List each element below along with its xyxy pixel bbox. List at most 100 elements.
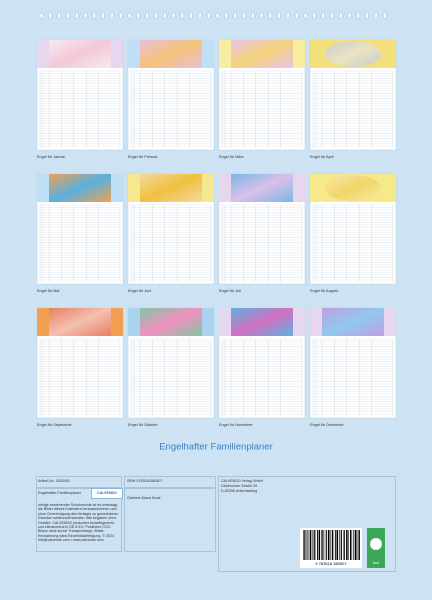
info-box [218, 476, 396, 572]
month-caption: Engel für Oktober [128, 423, 158, 427]
barcode-bar [348, 530, 349, 560]
binding-hole [277, 12, 281, 19]
image [231, 308, 293, 336]
page-title: Engelhafter Familienplaner [159, 442, 273, 453]
binding-hole [233, 12, 237, 19]
publisher-line: Ottobrunner Straße 39 [221, 484, 257, 488]
binding-hole [347, 12, 352, 19]
binding-hole [303, 12, 308, 19]
binding-hole [189, 12, 193, 19]
info-box [36, 476, 122, 488]
binding-hole [74, 12, 79, 19]
binding-hole [383, 12, 387, 19]
month-caption: Engel für Juli [219, 289, 241, 293]
product-name: Engelhafter Familienplaner [38, 491, 81, 495]
binding-hole [92, 12, 97, 19]
barcode-bar [343, 530, 345, 560]
binding-hole [374, 12, 378, 19]
barcode-bar [304, 530, 306, 560]
binding-hole [198, 12, 202, 19]
binding-hole [356, 12, 360, 19]
binding-hole [39, 12, 44, 19]
binding-hole [110, 12, 114, 19]
binding-hole [312, 12, 316, 19]
image [325, 41, 381, 67]
month-caption: Engel für Februar [128, 155, 158, 159]
binding-hole [365, 12, 369, 19]
barcode-bar [318, 530, 321, 560]
barcode-bar [331, 530, 333, 560]
binding-hole [145, 12, 149, 19]
barcode-bar [321, 530, 322, 560]
barcode-bar [353, 530, 355, 560]
month-caption: Engel für Januar [37, 155, 66, 159]
legal-notice: Infolge bestehender Schutzrechte ist es … [38, 503, 119, 543]
month-caption: Engel für September [37, 423, 73, 427]
binding-hole [66, 12, 70, 19]
binding-hole [171, 12, 176, 19]
month-caption: Engel für April [310, 155, 334, 159]
binding-hole [57, 12, 61, 19]
eco-label: eco [373, 560, 380, 565]
barcode-bar [325, 530, 327, 560]
barcode-bar [317, 530, 318, 560]
binding-hole [154, 12, 158, 19]
image [49, 174, 111, 202]
binding-hole [321, 12, 325, 19]
barcode-bar [357, 530, 359, 560]
binding-hole [286, 12, 290, 19]
binding-hole [136, 12, 141, 19]
author: Gabriele-Diana Bode [127, 496, 161, 500]
barcode-bar [355, 530, 357, 560]
image [49, 40, 111, 68]
image [322, 308, 384, 336]
publisher-logo: CALVENDO [91, 488, 123, 499]
image [325, 175, 381, 201]
binding-hole [127, 12, 132, 19]
info-box [36, 488, 122, 552]
image [140, 40, 202, 68]
binding-hole [259, 12, 264, 19]
image [231, 174, 293, 202]
barcode-bar [350, 530, 352, 560]
isbn: ISBN 9783516380507 [127, 479, 163, 483]
barcode-bar [346, 530, 348, 560]
binding-hole [48, 12, 52, 19]
barcode-bar [322, 530, 324, 560]
barcode-number: 9 783516 380507 [315, 561, 347, 566]
month-caption: Engel für Dezember [310, 423, 345, 427]
barcode-bar [313, 530, 315, 560]
binding-hole [295, 12, 299, 19]
binding-hole [162, 12, 167, 19]
binding-hole [268, 12, 272, 19]
binding-hole [215, 12, 220, 19]
barcode-bar [339, 530, 340, 560]
binding-hole [330, 12, 334, 19]
eco-leaf [370, 538, 382, 550]
image [231, 40, 293, 68]
binding-hole [118, 12, 123, 19]
binding-hole [224, 12, 229, 19]
binding-hole [83, 12, 88, 19]
barcode-bar [340, 530, 342, 560]
month-caption: Engel für August [310, 289, 339, 293]
info-box [124, 476, 216, 488]
barcode-bar [327, 530, 330, 560]
barcode-bar [336, 530, 339, 560]
month-caption: Engel für Juni [128, 289, 151, 293]
publisher-line: CALVENDO Verlag GmbH [221, 479, 264, 483]
barcode-bar [307, 530, 309, 560]
binding-hole [339, 12, 343, 19]
image [140, 308, 202, 336]
month-caption: Engel für November [219, 423, 254, 427]
month-caption: Engel für März [219, 155, 244, 159]
barcode-bar [358, 530, 360, 560]
binding-hole [101, 12, 105, 19]
image [49, 308, 111, 336]
binding-hole [180, 12, 185, 19]
image [140, 174, 202, 202]
binding-hole [250, 12, 255, 19]
barcode-bar [335, 530, 337, 560]
